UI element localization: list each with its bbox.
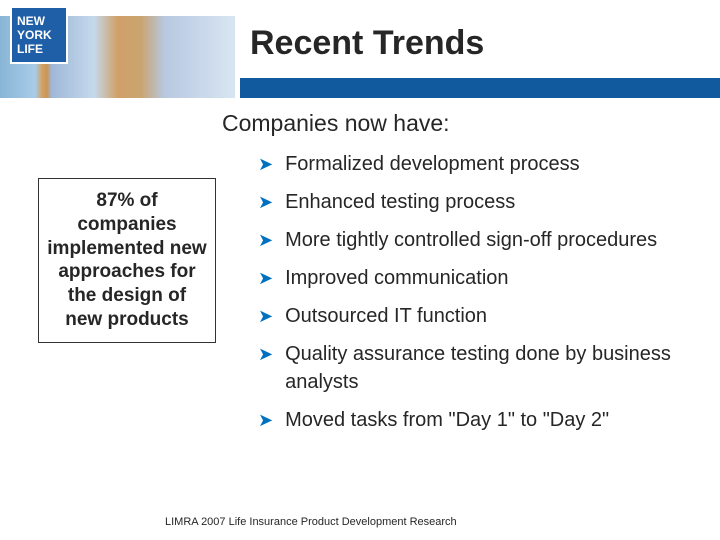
list-item: ➤ Moved tasks from "Day 1" to "Day 2" xyxy=(258,406,700,434)
logo-line1: NEW xyxy=(17,15,61,29)
arrow-icon: ➤ xyxy=(258,266,273,291)
bullet-text: Quality assurance testing done by busine… xyxy=(285,340,700,396)
title-wrap: Recent Trends xyxy=(240,16,720,98)
list-item: ➤ Outsourced IT function xyxy=(258,302,700,330)
bullet-text: Formalized development process xyxy=(285,150,700,178)
arrow-icon: ➤ xyxy=(258,342,273,367)
list-item: ➤ More tightly controlled sign-off proce… xyxy=(258,226,700,254)
stat-callout: 87% of companies implemented new approac… xyxy=(38,178,216,343)
bullet-text: Enhanced testing process xyxy=(285,188,700,216)
bullet-text: More tightly controlled sign-off procedu… xyxy=(285,226,700,254)
slide-title: Recent Trends xyxy=(240,16,720,63)
bullet-text: Moved tasks from "Day 1" to "Day 2" xyxy=(285,406,700,434)
header-band: Recent Trends xyxy=(0,16,720,98)
arrow-icon: ➤ xyxy=(258,408,273,433)
footer-citation: LIMRA 2007 Life Insurance Product Develo… xyxy=(165,516,457,528)
arrow-icon: ➤ xyxy=(258,152,273,177)
subtitle: Companies now have: xyxy=(222,110,450,137)
list-item: ➤ Quality assurance testing done by busi… xyxy=(258,340,700,396)
title-accent-bar xyxy=(240,78,720,98)
list-item: ➤ Formalized development process xyxy=(258,150,700,178)
logo-line2: YORK xyxy=(17,29,61,43)
arrow-icon: ➤ xyxy=(258,304,273,329)
bullet-list: ➤ Formalized development process ➤ Enhan… xyxy=(258,150,700,444)
bullet-text: Outsourced IT function xyxy=(285,302,700,330)
bullet-text: Improved communication xyxy=(285,264,700,292)
list-item: ➤ Enhanced testing process xyxy=(258,188,700,216)
arrow-icon: ➤ xyxy=(258,190,273,215)
newyorklife-logo: NEW YORK LIFE xyxy=(12,8,66,62)
logo-line3: LIFE xyxy=(17,43,61,57)
list-item: ➤ Improved communication xyxy=(258,264,700,292)
arrow-icon: ➤ xyxy=(258,228,273,253)
